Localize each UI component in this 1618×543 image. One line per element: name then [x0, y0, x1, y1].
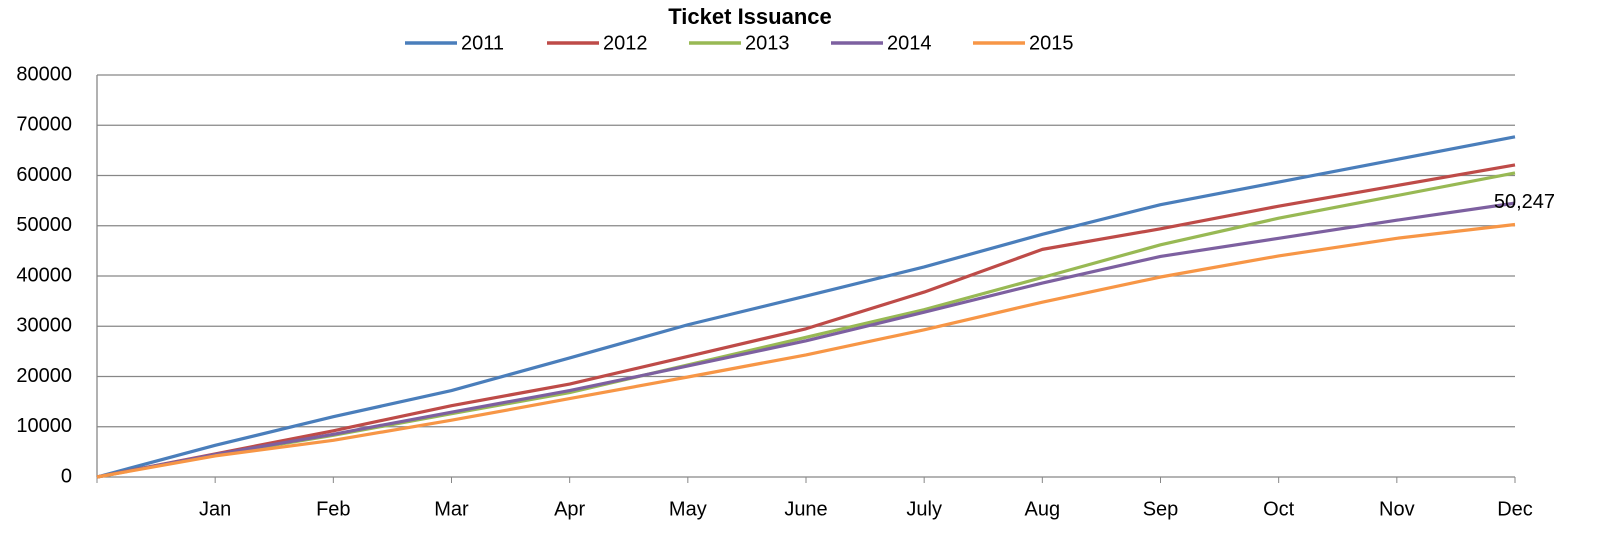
series-line [96, 171, 1516, 479]
legend-label: 2012 [603, 32, 648, 54]
legend-label: 2013 [745, 32, 790, 54]
series-line [96, 222, 1516, 479]
y-tick-label: 80000 [16, 63, 72, 85]
data-label: 50,247 [1494, 191, 1555, 213]
y-tick-label: 20000 [16, 365, 72, 387]
x-tick-label: Oct [1263, 498, 1295, 520]
y-tick-label: 60000 [16, 164, 72, 186]
chart-title: Ticket Issuance [668, 4, 831, 29]
x-tick-label: Nov [1379, 498, 1415, 520]
x-tick-label: Feb [316, 498, 350, 520]
y-tick-label: 70000 [16, 114, 72, 136]
legend-label: 2015 [1029, 32, 1074, 54]
y-tick-label: 10000 [16, 415, 72, 437]
legend-label: 2014 [887, 32, 932, 54]
series-line [96, 201, 1516, 479]
series-line [96, 135, 1516, 479]
x-tick-label: May [669, 498, 707, 520]
x-tick-label: June [784, 498, 827, 520]
x-tick-label: Aug [1025, 498, 1061, 520]
y-tick-label: 50000 [16, 214, 72, 236]
x-tick-label: Jan [199, 498, 231, 520]
y-tick-label: 0 [61, 465, 72, 487]
legend-label: 2011 [461, 32, 504, 54]
x-tick-label: Mar [434, 498, 469, 520]
y-tick-label: 30000 [16, 315, 72, 337]
y-tick-label: 40000 [16, 264, 72, 286]
x-tick-label: Apr [554, 498, 585, 520]
x-tick-label: July [906, 498, 942, 520]
series-line [96, 163, 1516, 479]
x-tick-label: Dec [1497, 498, 1533, 520]
x-tick-label: Sep [1143, 498, 1179, 520]
